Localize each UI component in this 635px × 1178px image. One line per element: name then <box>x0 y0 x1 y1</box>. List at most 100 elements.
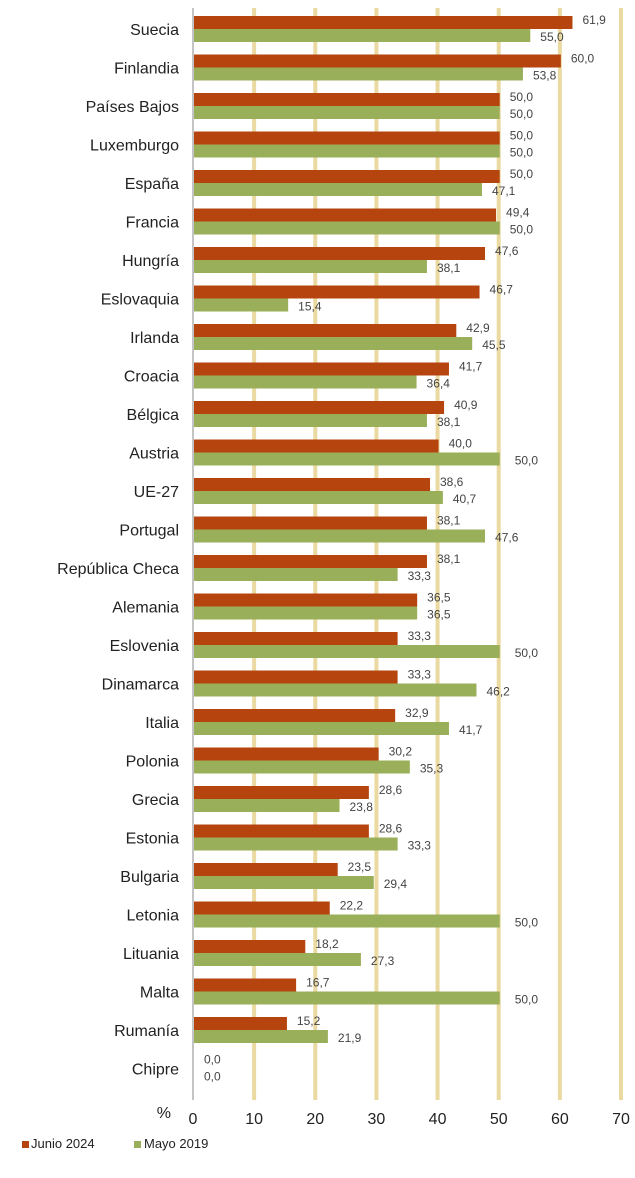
bar-mayo-2019-espana <box>194 183 482 196</box>
value-label-mayo-2019-austria: 50,0 <box>515 454 539 468</box>
bar-mayo-2019-grecia <box>194 799 340 812</box>
value-label-junio-2024-irlanda: 42,9 <box>466 321 490 335</box>
value-label-mayo-2019-malta: 50,0 <box>515 993 539 1007</box>
value-label-junio-2024-suecia: 61,9 <box>582 13 606 27</box>
bar-mayo-2019-finlandia <box>194 67 523 81</box>
value-label-junio-2024-dinamarca: 33,3 <box>408 668 432 682</box>
legend-label-mayo-2019: Mayo 2019 <box>144 1136 208 1151</box>
bar-junio-2024-alemania <box>194 593 418 607</box>
category-label-irlanda: Irlanda <box>130 330 179 347</box>
category-label-austria: Austria <box>129 446 179 463</box>
value-label-mayo-2019-chipre: 0,0 <box>204 1070 221 1084</box>
bar-mayo-2019-luxemburgo <box>194 144 500 158</box>
value-label-junio-2024-belgica: 40,9 <box>454 398 478 412</box>
value-label-junio-2024-francia: 49,4 <box>506 206 530 220</box>
bar-junio-2024-luxemburgo <box>194 131 500 145</box>
bar-junio-2024-paises-bajos <box>194 93 500 106</box>
value-label-junio-2024-eslovenia: 33,3 <box>408 629 432 643</box>
value-label-junio-2024-hungria: 47,6 <box>495 244 519 258</box>
category-label-grecia: Grecia <box>132 792 179 809</box>
bar-mayo-2019-hungria <box>194 260 427 273</box>
bar-junio-2024-eslovaquia <box>194 285 480 299</box>
category-label-hungria: Hungría <box>122 253 179 270</box>
category-label-lituania: Lituania <box>123 946 179 963</box>
value-label-mayo-2019-eslovaquia: 15,4 <box>298 300 322 314</box>
bar-junio-2024-portugal <box>194 516 427 530</box>
value-label-junio-2024-espana: 50,0 <box>510 167 534 181</box>
category-label-eslovaquia: Eslovaquia <box>101 292 179 309</box>
bar-junio-2024-suecia <box>194 16 573 29</box>
value-label-mayo-2019-letonia: 50,0 <box>515 916 539 930</box>
value-label-junio-2024-eslovaquia: 46,7 <box>490 283 514 297</box>
category-label-rumania: Rumanía <box>114 1023 179 1040</box>
value-label-junio-2024-croacia: 41,7 <box>459 360 483 374</box>
category-label-malta: Malta <box>140 985 179 1002</box>
value-label-junio-2024-italia: 32,9 <box>405 706 429 720</box>
category-label-ue-27: UE-27 <box>134 484 179 501</box>
bar-mayo-2019-estonia <box>194 837 398 851</box>
x-tick-label-10: 10 <box>245 1111 263 1128</box>
value-label-junio-2024-polonia: 30,2 <box>389 745 413 759</box>
value-label-mayo-2019-espana: 47,1 <box>492 184 516 198</box>
value-label-mayo-2019-italia: 41,7 <box>459 723 483 737</box>
value-label-mayo-2019-ue-27: 40,7 <box>453 492 477 506</box>
value-label-mayo-2019-croacia: 36,4 <box>427 377 451 391</box>
bar-junio-2024-lituania <box>194 940 306 953</box>
value-label-mayo-2019-irlanda: 45,5 <box>482 338 506 352</box>
category-label-eslovenia: Eslovenia <box>110 638 179 655</box>
value-label-mayo-2019-belgica: 38,1 <box>437 415 461 429</box>
x-tick-label-20: 20 <box>306 1111 324 1128</box>
bar-junio-2024-grecia <box>194 786 369 799</box>
bar-mayo-2019-polonia <box>194 760 410 774</box>
value-label-mayo-2019-luxemburgo: 50,0 <box>510 146 534 160</box>
x-tick-label-60: 60 <box>551 1111 569 1128</box>
value-label-junio-2024-ue-27: 38,6 <box>440 475 464 489</box>
bar-mayo-2019-irlanda <box>194 337 473 350</box>
x-axis-unit-label: % <box>157 1105 171 1122</box>
bar-mayo-2019-eslovaquia <box>194 298 289 312</box>
bar-mayo-2019-bulgaria <box>194 876 374 889</box>
bar-mayo-2019-portugal <box>194 529 486 543</box>
category-label-italia: Italia <box>145 715 179 732</box>
bar-junio-2024-hungria <box>194 247 486 260</box>
category-label-belgica: Bélgica <box>127 407 180 424</box>
value-label-mayo-2019-suecia: 55,0 <box>540 30 564 44</box>
bar-mayo-2019-rumania <box>194 1030 328 1043</box>
bar-mayo-2019-francia <box>194 221 500 235</box>
bar-mayo-2019-dinamarca <box>194 683 477 697</box>
labels: Suecia 61,9 55,0 Finlandia 60,0 53,8 Países Ba… <box>57 13 630 1128</box>
value-label-mayo-2019-republica-checa: 33,3 <box>408 569 432 583</box>
x-tick-label-0: 0 <box>189 1111 198 1128</box>
bar-junio-2024-italia <box>194 709 396 722</box>
legend-swatch-junio-2024 <box>22 1141 29 1148</box>
category-label-republica-checa: República Checa <box>57 561 179 578</box>
category-label-letonia: Letonia <box>127 908 180 925</box>
value-label-mayo-2019-paises-bajos: 50,0 <box>510 107 534 121</box>
value-label-junio-2024-bulgaria: 23,5 <box>348 860 372 874</box>
value-label-junio-2024-lituania: 18,2 <box>315 937 339 951</box>
bar-junio-2024-rumania <box>194 1017 287 1030</box>
category-label-finlandia: Finlandia <box>114 61 179 78</box>
bar-junio-2024-belgica <box>194 401 445 414</box>
bar-junio-2024-croacia <box>194 362 449 376</box>
category-label-luxemburgo: Luxemburgo <box>90 138 179 155</box>
value-label-mayo-2019-bulgaria: 29,4 <box>384 877 408 891</box>
value-label-mayo-2019-hungria: 38,1 <box>437 261 461 275</box>
value-label-mayo-2019-finlandia: 53,8 <box>533 69 557 83</box>
bar-mayo-2019-suecia <box>194 29 531 42</box>
x-tick-label-40: 40 <box>429 1111 447 1128</box>
value-label-junio-2024-letonia: 22,2 <box>340 899 364 913</box>
value-label-mayo-2019-lituania: 27,3 <box>371 954 395 968</box>
category-label-francia: Francia <box>126 215 179 232</box>
value-label-junio-2024-paises-bajos: 50,0 <box>510 90 534 104</box>
bar-junio-2024-letonia <box>194 901 330 915</box>
category-label-chipre: Chipre <box>132 1062 179 1079</box>
bar-junio-2024-dinamarca <box>194 670 398 684</box>
value-label-junio-2024-austria: 40,0 <box>449 437 473 451</box>
bar-mayo-2019-letonia <box>194 914 500 928</box>
value-label-junio-2024-luxemburgo: 50,0 <box>510 129 534 143</box>
bar-mayo-2019-eslovenia <box>194 645 500 658</box>
category-label-suecia: Suecia <box>130 22 179 39</box>
bar-junio-2024-irlanda <box>194 324 457 337</box>
